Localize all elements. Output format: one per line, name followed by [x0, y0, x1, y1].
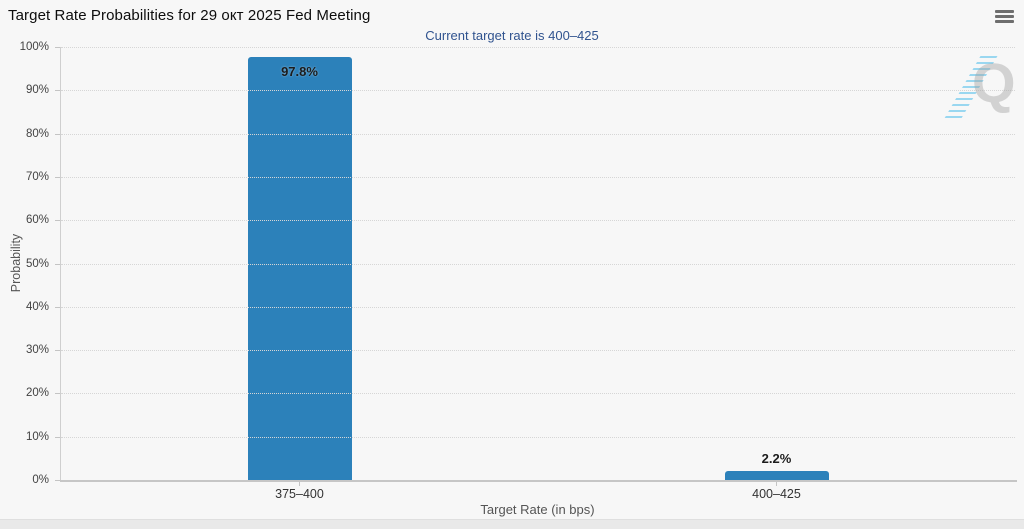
gridline [61, 263, 1015, 265]
bar-value-label: 97.8% [281, 63, 318, 79]
y-tick-label: 100% [19, 41, 49, 53]
y-tick-mark [55, 480, 60, 481]
chart-title: Target Rate Probabilities for 29 окт 202… [8, 7, 371, 24]
bar-value-label: 2.2% [761, 450, 792, 466]
y-tick-mark [55, 220, 60, 222]
y-tick-label: 30% [25, 344, 49, 357]
y-tick-label: 60% [25, 214, 49, 227]
gridline [61, 220, 1015, 222]
y-tick-label: 0% [32, 474, 49, 486]
x-tick-mark [776, 480, 777, 486]
y-tick-label: 20% [25, 387, 49, 400]
x-tick-label: 375–400 [275, 487, 324, 501]
gridline [61, 350, 1015, 352]
y-tick-mark [55, 350, 60, 352]
gridline [61, 393, 1015, 395]
y-tick-label: 80% [25, 127, 49, 140]
bar-375-400[interactable]: 97.8% [247, 56, 352, 480]
gridline [61, 306, 1015, 308]
y-tick-label: 10% [25, 430, 49, 443]
y-tick-mark [55, 436, 60, 438]
y-tick-label: 90% [25, 84, 49, 97]
y-tick-mark [55, 263, 60, 265]
x-axis-line [60, 480, 1017, 482]
x-tick-label: 400–425 [752, 487, 801, 501]
plot-area: 97.8% 2.2% 375–400 400–425 0% 10% 20% 30% 40… [20, 41, 1017, 501]
gridline [61, 133, 1015, 135]
hamburger-menu-icon[interactable] [995, 10, 1014, 25]
bottom-strip [0, 519, 1024, 529]
hamburger-bar [995, 10, 1014, 13]
gridline [61, 436, 1015, 438]
x-axis-title: Target Rate (in bps) [480, 502, 595, 517]
y-tick-mark [55, 90, 60, 92]
y-tick-label: 70% [25, 170, 49, 183]
y-tick-mark [55, 393, 60, 395]
gridline [61, 47, 1015, 48]
y-tick-mark [55, 176, 60, 178]
x-tick-mark [299, 480, 300, 486]
hamburger-bar [995, 20, 1014, 23]
gridline [61, 176, 1015, 178]
gridline [61, 90, 1015, 92]
y-tick-label: 40% [25, 300, 49, 313]
y-tick-label: 50% [25, 257, 49, 270]
hamburger-bar [995, 15, 1014, 18]
bar-400-425[interactable]: 2.2% [724, 451, 829, 480]
y-tick-mark [55, 133, 60, 135]
y-tick-mark [55, 47, 60, 48]
chart-subtitle: Current target rate is 400–425 [425, 28, 599, 43]
y-tick-mark [55, 306, 60, 308]
